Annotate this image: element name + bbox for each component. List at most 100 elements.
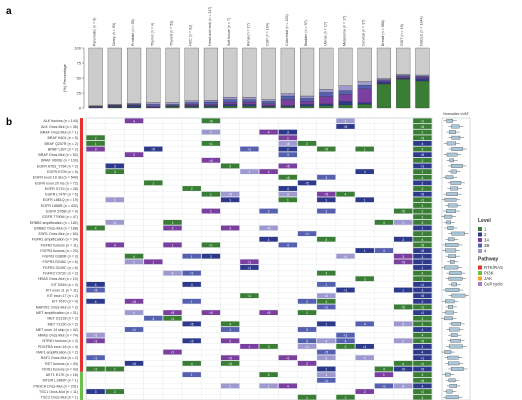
heatmap-cell-label: 1 [172, 221, 174, 225]
heatmap-cell [278, 152, 298, 158]
legend-pathway-swatch [478, 271, 482, 275]
heatmap-row-label: EGFR L747P (n = 5) [45, 193, 78, 197]
heatmap-cell [220, 327, 240, 332]
bar-segment [261, 106, 276, 109]
boxplot-box [451, 367, 464, 371]
heatmap-cell-label: 1 [421, 260, 423, 264]
heatmap-cell-label: 3 [421, 148, 423, 152]
heatmap-cell [413, 163, 432, 169]
heatmap-cell [413, 135, 432, 141]
heatmap-row-label: TSC2 Oncs-Mut (n = 1) [41, 396, 78, 400]
x-category-label: NSCLC (n = 1344) [419, 16, 423, 46]
heatmap-row-label: FGFR2 fusions (n = 11) [41, 243, 78, 247]
heatmap-cell [86, 366, 105, 372]
heatmap-cell-label: <1 [248, 260, 252, 264]
heatmap-cell [317, 377, 336, 383]
heatmap-cell-label: <1 [248, 148, 252, 152]
heatmap-cell [317, 321, 336, 327]
heatmap-cell-label: 1 [325, 373, 327, 377]
heatmap-cell [86, 338, 105, 344]
heatmap-cell-label: 3 [268, 345, 270, 349]
heatmap-cell [124, 327, 144, 332]
heatmap-cell [220, 355, 240, 361]
boxplot-axis-label: Normalize cVAF [443, 112, 469, 116]
bar-segment [261, 101, 276, 104]
heatmap-cell [317, 281, 336, 287]
heatmap-cell-label: 2 [229, 165, 231, 169]
bar-segment [242, 97, 257, 100]
heatmap-row-label: MTOR L1460P (n = 1) [43, 379, 78, 383]
heatmap-cell-label: 1 [268, 384, 270, 388]
heatmap-cell [374, 366, 394, 372]
heatmap-cell [259, 383, 278, 389]
x-category-label: Colorectal (n = 223) [285, 14, 289, 46]
bar-segment [223, 97, 238, 100]
bar-segment [338, 90, 353, 95]
heatmap-cell-label: <5 [171, 311, 175, 315]
legend-pathway-swatch [478, 282, 482, 286]
heatmap-cell-label: <1 [286, 356, 290, 360]
heatmap-cell-label: <5 [286, 142, 290, 146]
bar-segment [203, 100, 219, 103]
heatmap-cell [413, 344, 432, 349]
heatmap-cell-label: 2 [421, 300, 423, 304]
panel-b-letter: b [6, 117, 12, 128]
heatmap-cell [259, 225, 278, 231]
heatmap-cell-label: 2 [306, 142, 308, 146]
bar-segment [415, 78, 430, 82]
heatmap-cell [393, 304, 413, 310]
heatmap-cell [259, 310, 278, 315]
heatmap-cell [220, 197, 240, 203]
heatmap-cell [86, 389, 105, 394]
heatmap-cell-label: 4 [95, 283, 97, 287]
heatmap-cell [374, 372, 394, 378]
legend-pathway-title: Pathway [478, 257, 499, 263]
boxplot-box [449, 271, 462, 275]
heatmap-cell-label: <1 [248, 294, 252, 298]
heatmap-cell-label: 3 [421, 221, 423, 225]
heatmap-cell-label: 2 [306, 300, 308, 304]
heatmap-cell [317, 372, 336, 378]
heatmap-cell [182, 338, 201, 344]
heatmap-cell [336, 118, 355, 124]
heatmap-cell-label: 3 [421, 289, 423, 293]
heatmap-cell-label: 3 [421, 317, 423, 321]
x-category-label: Thymic (n = 4) [150, 23, 154, 46]
bar-segment [396, 47, 411, 75]
heatmap-row-label: NTRK1 fusions (n = 2) [42, 339, 78, 343]
heatmap-cell-label: 4 [133, 255, 135, 259]
heatmap-cell [278, 140, 298, 146]
bar-segment [415, 74, 430, 77]
heatmap-cell-label: 3 [325, 176, 327, 180]
heatmap-cell [124, 253, 144, 259]
heatmap-cell [317, 366, 336, 372]
heatmap-cell-label: <5 [344, 125, 348, 129]
heatmap-cell-label: <1 [94, 368, 98, 372]
heatmap-cell-label: <5 [228, 193, 232, 197]
heatmap-cell-label: 3 [229, 227, 231, 231]
heatmap-cell [201, 118, 221, 124]
heatmap-cell-label: 1 [248, 170, 250, 174]
heatmap-cell-label: 3 [364, 277, 366, 281]
heatmap-cell [201, 129, 221, 135]
heatmap-cell [336, 394, 355, 400]
bar-segment [242, 106, 257, 109]
bar-segment [357, 104, 372, 109]
bar-segment [280, 105, 295, 107]
heatmap-cell-label: <1 [324, 306, 328, 310]
heatmap-cell-label: <1 [421, 311, 425, 315]
heatmap-cell-label: 1 [287, 198, 289, 202]
heatmap-cell [182, 270, 201, 276]
heatmap-row-label: EGFR exon 19 del (n = 540) [33, 176, 78, 180]
heatmap-cell-label: <1 [132, 328, 136, 332]
bar-segment [376, 82, 392, 85]
heatmap-cell [413, 304, 432, 310]
heatmap-cell [124, 152, 144, 158]
heatmap-cell-label: <1 [324, 294, 328, 298]
heatmap-cell [240, 259, 259, 265]
boxplot-box [448, 378, 456, 383]
heatmap-cell-label: 4 [268, 170, 270, 174]
heatmap-cell-label: <5 [190, 322, 194, 326]
heatmap-cell [393, 366, 413, 372]
